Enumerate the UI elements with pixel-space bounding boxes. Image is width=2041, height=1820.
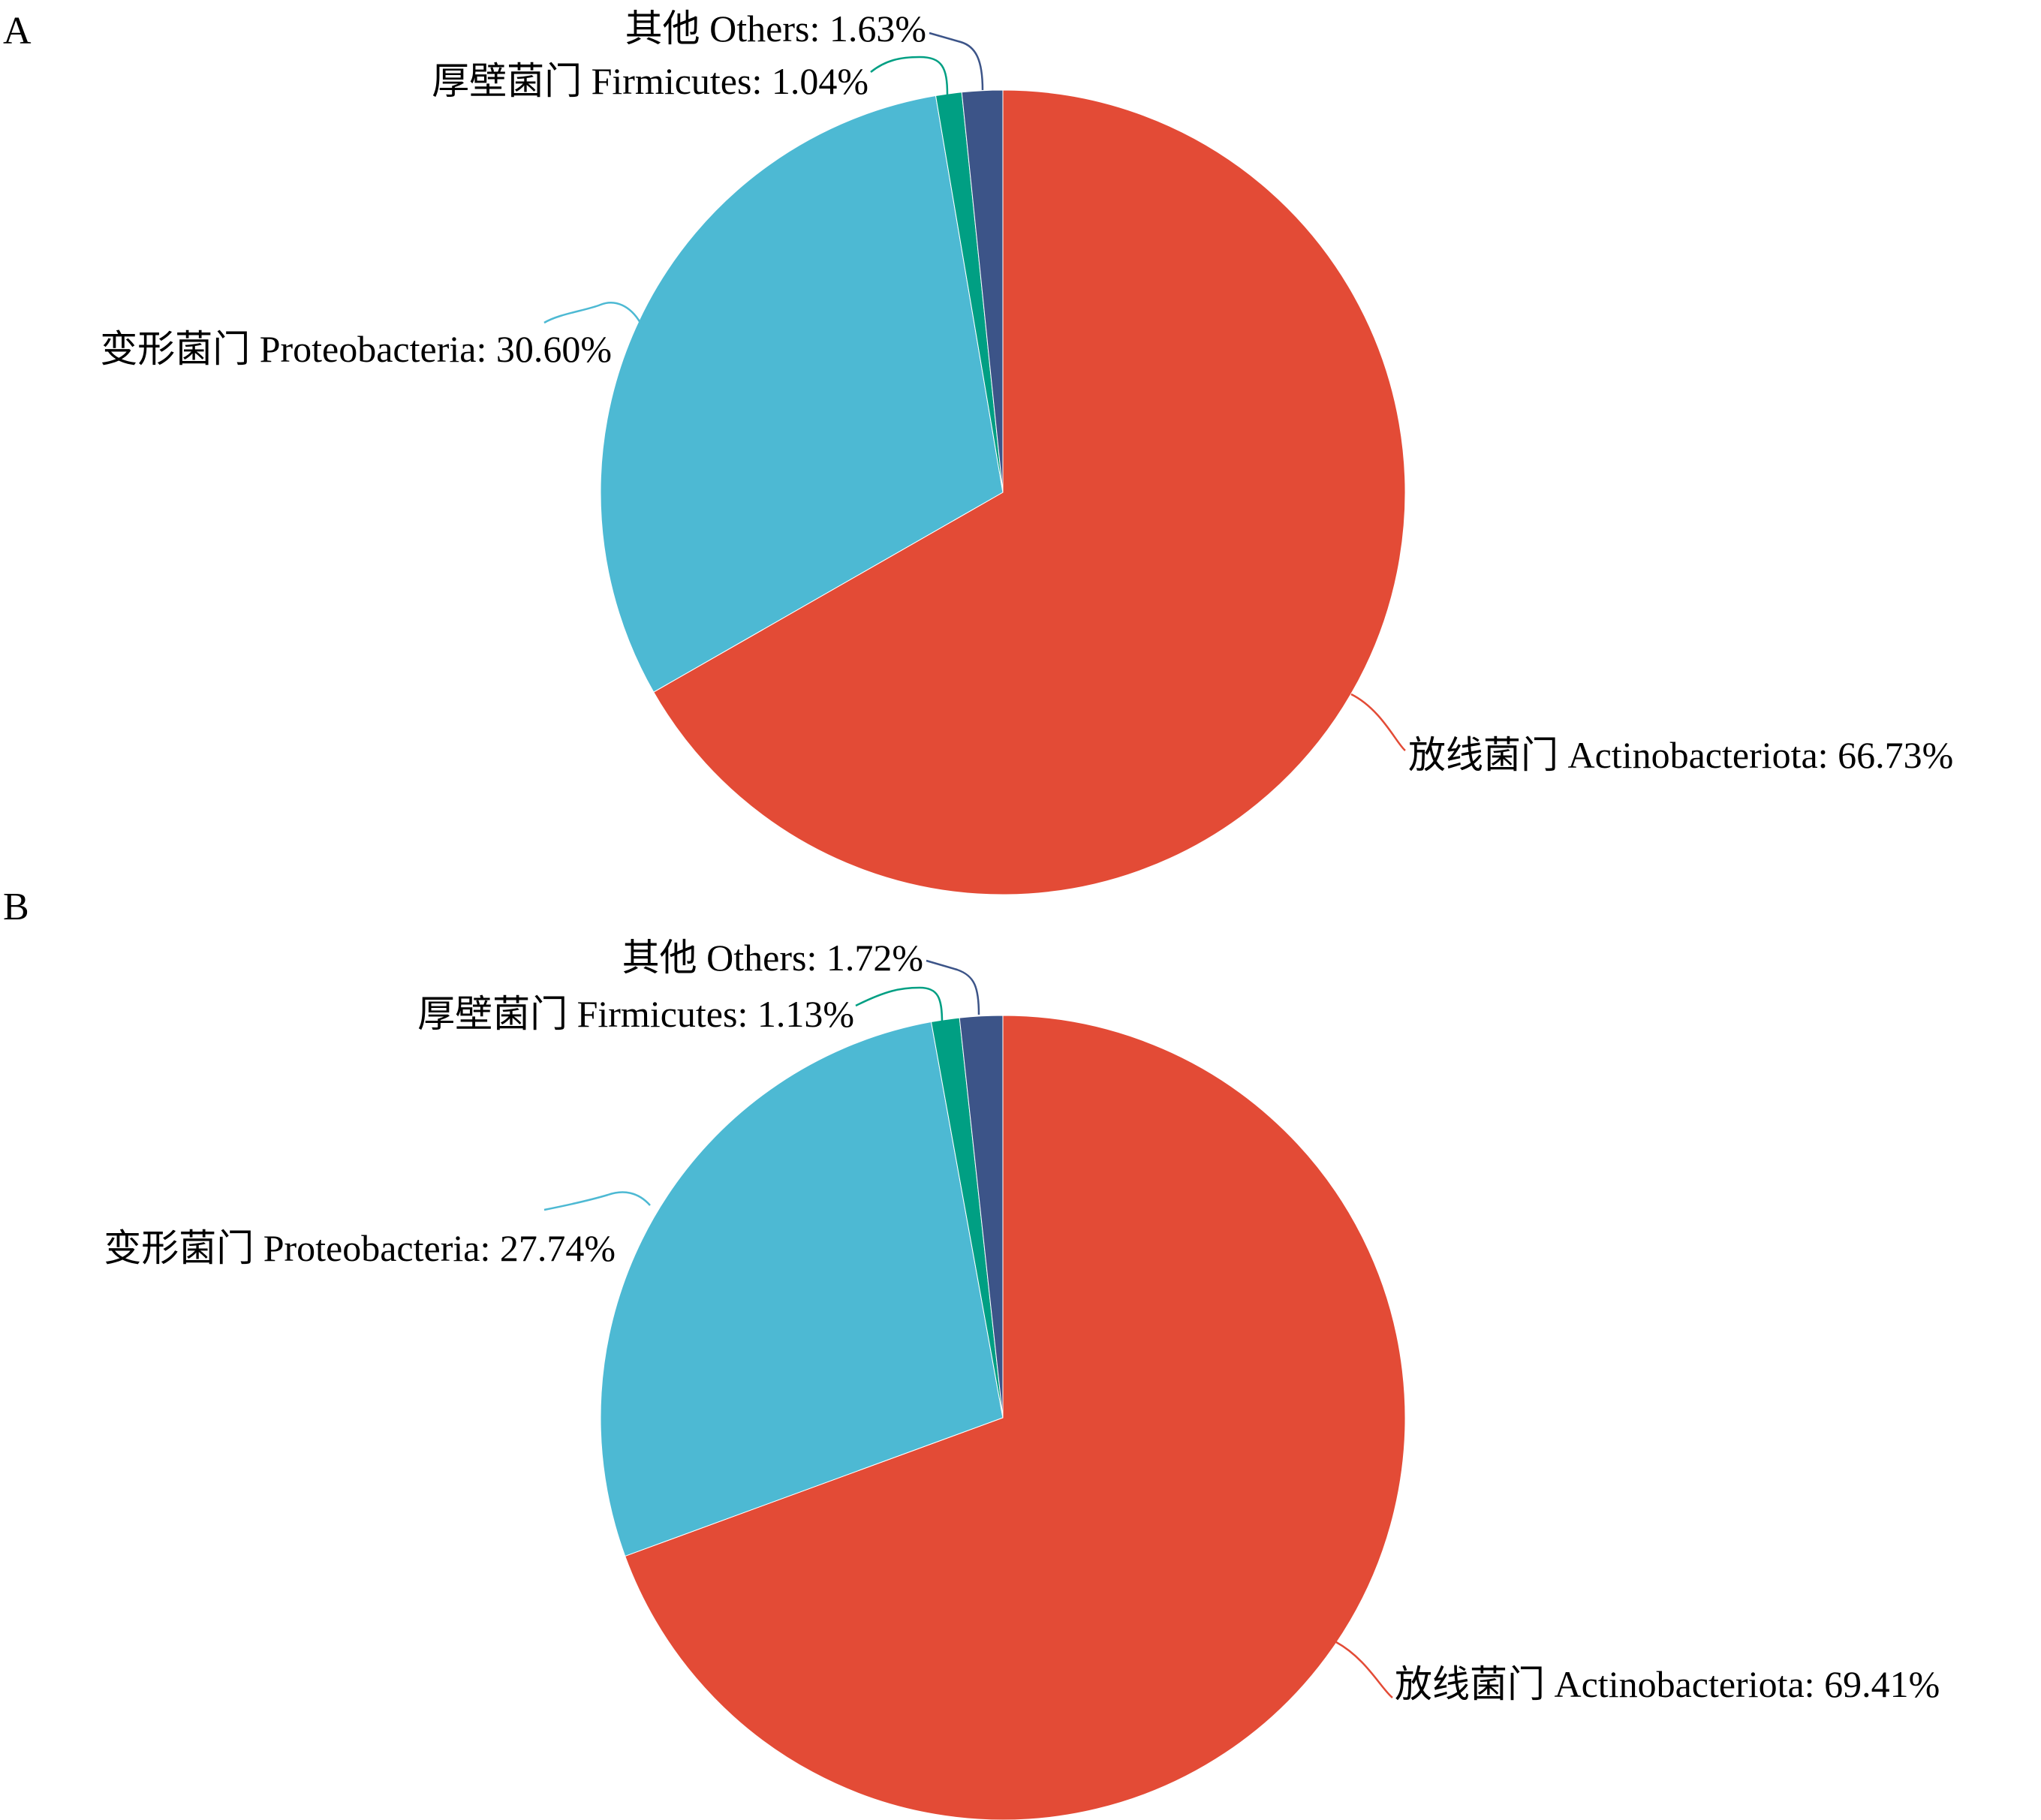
leader-line-firmicutes <box>855 986 944 1024</box>
panel-label-b: B <box>3 886 29 928</box>
leader-line-actinobacteriota <box>1335 1641 1393 1698</box>
leader-lines-b <box>543 959 1393 1698</box>
slice-label-firmicutes: 厚壁菌门 Firmicutes: 1.04% <box>432 60 868 102</box>
pie-chart-a: A 放线菌门 Actinobacteriota: 66.73% 变形菌门 Pro… <box>3 8 1953 895</box>
pie-chart-b: B 放线菌门 Actinobacteriota: 69.41% 变形菌门 Pro… <box>3 886 1940 1820</box>
pie-slice-others <box>961 89 1004 493</box>
slice-label-others: 其他 Others: 1.63% <box>625 8 926 50</box>
leader-line-firmicutes <box>870 56 949 95</box>
pie-slice-actinobacteriota <box>625 1015 1406 1820</box>
leader-line-actinobacteriota <box>1350 693 1406 751</box>
pie-slice-proteobacteria <box>600 1021 1004 1557</box>
leader-line-proteobacteria <box>543 1191 651 1211</box>
slice-label-firmicutes: 厚壁菌门 Firmicutes: 1.13% <box>417 993 854 1035</box>
slice-label-proteobacteria: 变形菌门 Proteobacteria: 27.74% <box>104 1227 616 1269</box>
pie-slice-others <box>959 1015 1004 1418</box>
slice-label-actinobacteriota: 放线菌门 Actinobacteriota: 69.41% <box>1395 1663 1940 1705</box>
pie-slices-b <box>600 1015 1406 1820</box>
slice-label-actinobacteriota: 放线菌门 Actinobacteriota: 66.73% <box>1408 734 1953 776</box>
pie-slice-actinobacteriota <box>653 89 1406 895</box>
leader-line-proteobacteria <box>543 302 642 324</box>
slice-label-proteobacteria: 变形菌门 Proteobacteria: 30.60% <box>100 328 612 370</box>
pie-slices-a <box>600 89 1406 895</box>
leader-lines-a <box>543 32 1406 751</box>
leader-line-others <box>929 32 984 91</box>
panel-label-a: A <box>3 10 32 53</box>
slice-label-others: 其他 Others: 1.72% <box>622 937 923 979</box>
leader-line-others <box>926 959 980 1015</box>
